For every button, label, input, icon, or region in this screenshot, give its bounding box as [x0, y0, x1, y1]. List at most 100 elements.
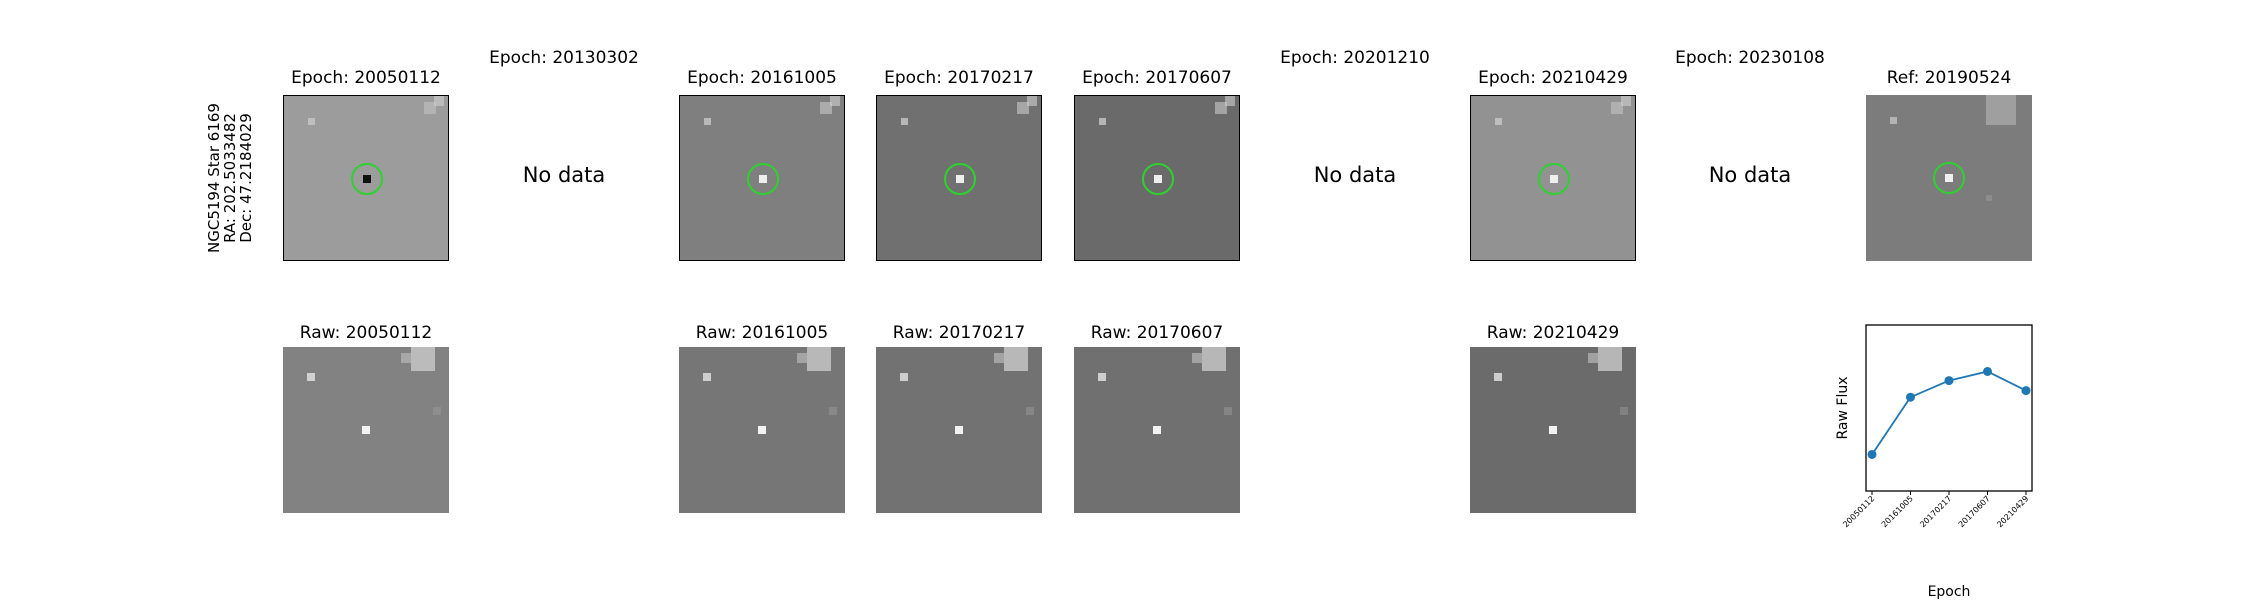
epoch-title: Epoch: 20050112: [291, 68, 441, 88]
epoch-title: Epoch: 20210429: [1478, 68, 1628, 88]
neighbor-star: [703, 373, 711, 381]
neighbor-star: [1026, 407, 1034, 415]
star-ra: RA: 202.5033482: [221, 113, 239, 243]
difference-image: [679, 95, 845, 261]
flux-point: [1867, 449, 1877, 459]
target-source: [1153, 426, 1161, 434]
neighbor-star: [1202, 347, 1226, 371]
raw-image-svg: [876, 347, 1042, 513]
neighbor-star: [433, 407, 441, 415]
difference-image-svg: [680, 96, 844, 260]
target-circle: [1933, 162, 1965, 194]
star-name: NGC5194 Star 6169: [205, 103, 223, 253]
neighbor-star: [411, 347, 435, 371]
epoch-title: Epoch: 20201210: [1280, 48, 1430, 68]
neighbor-star: [830, 96, 840, 106]
neighbor-star: [424, 102, 436, 114]
epoch-title: Epoch: 20170217: [884, 68, 1034, 88]
neighbor-star: [1224, 407, 1232, 415]
neighbor-star: [401, 353, 411, 363]
epoch-title: Epoch: 20161005: [687, 68, 837, 88]
reference-image: [1866, 95, 2032, 261]
target-circle: [1538, 163, 1570, 195]
raw-image: [679, 347, 845, 513]
neighbor-star: [1986, 195, 1992, 201]
difference-image-svg: [877, 96, 1041, 260]
neighbor-star: [1004, 347, 1028, 371]
raw-image-svg: [283, 347, 449, 513]
target-source: [363, 175, 371, 183]
star-label: NGC5194 Star 6169 RA: 202.5033482 Dec: 4…: [205, 88, 255, 268]
epoch-title: Epoch: 20130302: [489, 48, 639, 68]
neighbor-star: [900, 373, 908, 381]
target-circle: [1142, 163, 1174, 195]
x-tick-label: 20170217: [1918, 494, 1953, 529]
neighbor-star: [829, 407, 837, 415]
y-axis-label: Raw Flux: [1835, 377, 1851, 440]
flux-point: [1906, 392, 1915, 402]
neighbor-star: [807, 347, 831, 371]
difference-image-svg: [1471, 96, 1635, 260]
neighbor-star: [1225, 96, 1235, 106]
neighbor-star: [308, 118, 315, 125]
raw-image-svg: [679, 347, 845, 513]
neighbor-star: [1621, 96, 1631, 106]
epoch-title: Epoch: 20230108: [1675, 48, 1825, 68]
raw-title: Raw: 20170217: [892, 323, 1026, 343]
target-source: [1550, 175, 1558, 183]
ref-title: Ref: 20190524: [1886, 68, 2012, 88]
difference-image: [1074, 95, 1240, 261]
neighbor-star: [1027, 96, 1037, 106]
neighbor-star: [994, 353, 1004, 363]
target-source: [1549, 426, 1557, 434]
chart-axes-frame: [1865, 324, 2033, 492]
no-data-label: No data: [1313, 163, 1397, 187]
neighbor-star: [434, 96, 444, 106]
raw-image: [876, 347, 1042, 513]
raw-image: [1470, 347, 1636, 513]
neighbor-star: [307, 373, 315, 381]
flux-chart: 20050112 20161005 20170217 20170607 20210429…: [1820, 318, 2050, 600]
neighbor-star: [1986, 95, 2016, 125]
raw-title: Raw: 20050112: [299, 323, 433, 343]
difference-image-svg: [284, 96, 448, 260]
neighbor-star: [1215, 102, 1227, 114]
neighbor-star: [1598, 347, 1622, 371]
target-source: [1154, 175, 1162, 183]
raw-title: Raw: 20170607: [1090, 323, 1224, 343]
neighbor-star: [1192, 353, 1202, 363]
neighbor-star: [704, 118, 711, 125]
target-circle: [747, 163, 779, 195]
raw-image: [283, 347, 449, 513]
neighbor-star: [1620, 407, 1628, 415]
target-circle: [944, 163, 976, 195]
neighbor-star: [1890, 117, 1897, 124]
target-source: [362, 426, 370, 434]
flux-point: [1983, 366, 1992, 376]
target-source: [1945, 174, 1953, 182]
neighbor-star: [1017, 102, 1029, 114]
neighbor-star: [1098, 373, 1106, 381]
no-data-label: No data: [1708, 163, 1792, 187]
target-source: [758, 426, 766, 434]
epoch-title: Epoch: 20170607: [1082, 68, 1232, 88]
difference-image: [1470, 95, 1636, 261]
target-source: [956, 175, 964, 183]
difference-image-svg: [1075, 96, 1239, 260]
neighbor-star: [1495, 118, 1502, 125]
neighbor-star: [1494, 373, 1502, 381]
neighbor-star: [901, 118, 908, 125]
no-data-label: No data: [522, 163, 606, 187]
raw-image-svg: [1074, 347, 1240, 513]
star-dec: Dec: 47.2184029: [237, 113, 255, 243]
difference-image: [876, 95, 1042, 261]
raw-image: [1074, 347, 1240, 513]
flux-chart-svg: 20050112 20161005 20170217 20170607 20210429…: [1835, 324, 2033, 600]
neighbor-star: [1099, 118, 1106, 125]
neighbor-star: [1611, 102, 1623, 114]
x-tick-label: 20210429: [1995, 494, 2030, 529]
flux-point: [1944, 376, 1954, 386]
difference-image: [283, 95, 449, 261]
reference-image-svg: [1866, 95, 2032, 261]
x-tick-label: 20161005: [1880, 494, 1915, 529]
